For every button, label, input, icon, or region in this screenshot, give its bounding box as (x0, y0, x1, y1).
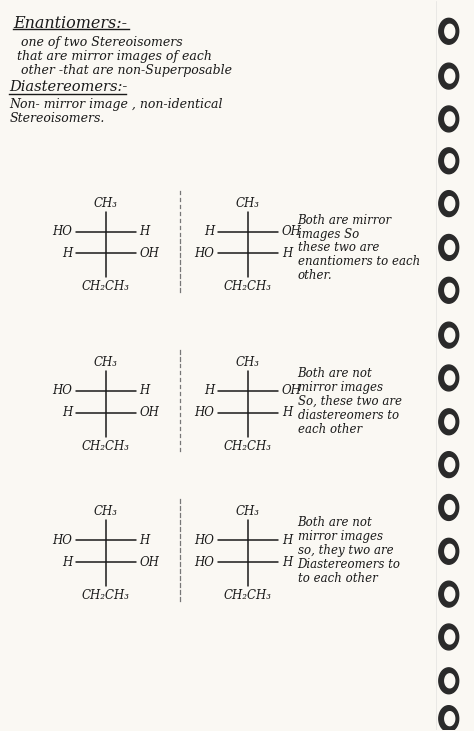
Text: H: H (139, 225, 150, 238)
Text: HO: HO (52, 534, 72, 547)
Polygon shape (445, 545, 455, 558)
Text: CH₃: CH₃ (94, 197, 118, 210)
Polygon shape (439, 18, 459, 44)
Text: so, they two are: so, they two are (298, 545, 393, 557)
Text: HO: HO (194, 247, 214, 260)
Text: Both are not: Both are not (298, 367, 373, 380)
Polygon shape (445, 69, 455, 83)
Text: CH₃: CH₃ (236, 505, 260, 518)
Polygon shape (439, 191, 459, 216)
Polygon shape (445, 712, 455, 726)
Polygon shape (445, 674, 455, 688)
Text: images So: images So (298, 227, 359, 240)
Polygon shape (445, 328, 455, 342)
Text: each other: each other (298, 423, 362, 436)
Text: Diastereomers:-: Diastereomers:- (9, 80, 128, 94)
Text: mirror images: mirror images (298, 381, 383, 394)
Polygon shape (439, 322, 459, 348)
Text: enantiomers to each: enantiomers to each (298, 255, 420, 268)
Text: H: H (282, 406, 292, 420)
Polygon shape (445, 284, 455, 298)
Text: OH: OH (282, 225, 301, 238)
Text: mirror images: mirror images (298, 531, 383, 543)
Text: HO: HO (194, 534, 214, 547)
Polygon shape (439, 409, 459, 435)
Text: H: H (282, 247, 292, 260)
Polygon shape (439, 106, 459, 132)
Text: CH₂CH₃: CH₂CH₃ (224, 440, 272, 452)
Text: CH₃: CH₃ (236, 356, 260, 369)
Text: H: H (62, 406, 72, 420)
Polygon shape (439, 63, 459, 89)
Polygon shape (445, 587, 455, 601)
Polygon shape (445, 501, 455, 515)
Polygon shape (439, 277, 459, 303)
Polygon shape (445, 197, 455, 211)
Polygon shape (439, 235, 459, 260)
Polygon shape (439, 624, 459, 650)
Text: H: H (139, 534, 150, 547)
Text: these two are: these two are (298, 241, 379, 254)
Text: Diastereomers to: Diastereomers to (298, 558, 401, 571)
Text: CH₂CH₃: CH₂CH₃ (224, 280, 272, 293)
Polygon shape (439, 581, 459, 607)
Text: CH₃: CH₃ (236, 197, 260, 210)
Text: H: H (62, 556, 72, 569)
Text: HO: HO (52, 225, 72, 238)
Polygon shape (439, 494, 459, 520)
Polygon shape (445, 630, 455, 644)
Polygon shape (445, 112, 455, 126)
Text: OH: OH (139, 556, 159, 569)
Polygon shape (439, 538, 459, 564)
Text: diastereomers to: diastereomers to (298, 409, 399, 422)
Polygon shape (439, 668, 459, 694)
Text: other -that are non-Superposable: other -that are non-Superposable (13, 64, 232, 77)
Text: HO: HO (194, 556, 214, 569)
Text: Both are mirror: Both are mirror (298, 213, 392, 227)
Polygon shape (439, 365, 459, 391)
Text: to each other: to each other (298, 572, 377, 586)
Text: H: H (282, 556, 292, 569)
Text: H: H (204, 385, 214, 398)
Text: CH₂CH₃: CH₂CH₃ (224, 589, 272, 602)
Polygon shape (439, 148, 459, 174)
Polygon shape (445, 240, 455, 254)
Polygon shape (445, 154, 455, 167)
Polygon shape (445, 24, 455, 38)
Polygon shape (445, 371, 455, 385)
Polygon shape (445, 414, 455, 429)
Text: H: H (139, 385, 150, 398)
Text: CH₂CH₃: CH₂CH₃ (82, 280, 130, 293)
Text: Non- mirror image , non-identical: Non- mirror image , non-identical (9, 98, 223, 111)
Text: CH₂CH₃: CH₂CH₃ (82, 589, 130, 602)
Polygon shape (439, 705, 459, 731)
Text: other.: other. (298, 269, 332, 282)
Text: Enantiomers:-: Enantiomers:- (13, 15, 128, 32)
Text: HO: HO (194, 406, 214, 420)
Text: So, these two are: So, these two are (298, 395, 401, 408)
Polygon shape (439, 452, 459, 477)
Text: CH₃: CH₃ (94, 356, 118, 369)
Text: that are mirror images of each: that are mirror images of each (13, 50, 212, 63)
Text: Both are not: Both are not (298, 516, 373, 529)
Text: CH₂CH₃: CH₂CH₃ (82, 440, 130, 452)
Text: H: H (62, 247, 72, 260)
Text: one of two Stereoisomers: one of two Stereoisomers (13, 37, 183, 49)
Text: Stereoisomers.: Stereoisomers. (9, 112, 105, 125)
Text: H: H (282, 534, 292, 547)
Text: OH: OH (139, 247, 159, 260)
Polygon shape (445, 458, 455, 471)
Text: H: H (204, 225, 214, 238)
Text: CH₃: CH₃ (94, 505, 118, 518)
Text: OH: OH (139, 406, 159, 420)
Text: OH: OH (282, 385, 301, 398)
Text: HO: HO (52, 385, 72, 398)
